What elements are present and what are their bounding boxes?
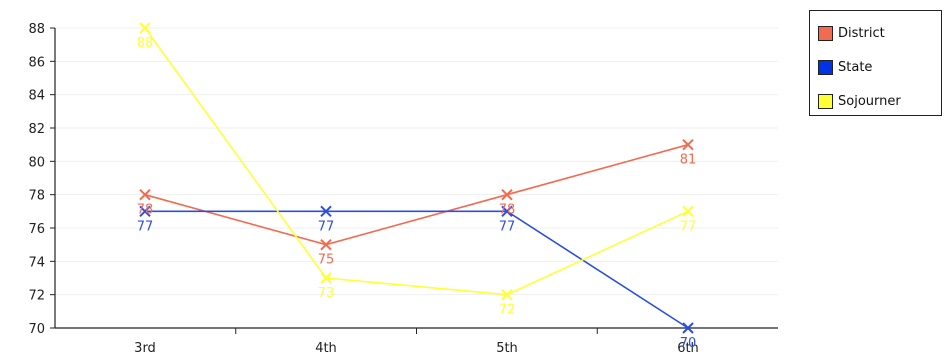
data-point-district xyxy=(139,188,151,201)
series-sojourner xyxy=(139,22,694,301)
data-point-district xyxy=(682,138,694,151)
x-tick-label: 3rd xyxy=(134,341,156,356)
data-label-sojourner: 73 xyxy=(318,286,335,301)
legend-label-state: State xyxy=(838,59,873,75)
data-label-state: 70 xyxy=(680,336,697,351)
data-point-district xyxy=(320,238,332,251)
axes: 70 72 74 76 78 80 82 84 86 88 3rd 4th 5th 6th xyxy=(28,22,778,356)
y-tick-label: 82 xyxy=(28,122,45,137)
data-label-state: 77 xyxy=(318,219,335,234)
series-state xyxy=(139,205,694,334)
data-point-state xyxy=(139,205,151,218)
y-tick-label: 80 xyxy=(28,155,45,170)
x-tick-label: 4th xyxy=(315,341,337,356)
data-label-district: 81 xyxy=(680,153,697,168)
y-tick-label: 72 xyxy=(28,289,45,304)
data-point-sojourner xyxy=(682,205,694,218)
legend: District State Sojourner xyxy=(809,10,942,116)
series-line-state xyxy=(145,210,689,329)
data-label-district: 75 xyxy=(318,253,335,268)
y-tick-label: 70 xyxy=(28,322,45,337)
x-tick-label: 6th xyxy=(677,341,699,356)
y-tick-label: 76 xyxy=(28,222,45,237)
data-point-state xyxy=(501,205,513,218)
legend-label-district: District xyxy=(838,25,885,41)
x-tick-label: 5th xyxy=(496,341,518,356)
y-tick-label: 74 xyxy=(28,255,45,270)
y-tick-label: 86 xyxy=(28,55,45,70)
series-line-district xyxy=(144,143,689,246)
legend-swatch-state xyxy=(818,59,833,75)
data-point-sojourner xyxy=(501,288,513,301)
legend-swatch-district xyxy=(818,25,833,41)
legend-item-district: District xyxy=(818,23,885,43)
data-point-sojourner xyxy=(139,22,151,34)
data-point-district xyxy=(501,188,513,201)
grid-lines xyxy=(55,27,778,296)
data-label-state: 77 xyxy=(499,219,516,234)
data-label-sojourner: 77 xyxy=(680,219,697,234)
series-district xyxy=(139,138,694,251)
legend-item-state: State xyxy=(818,57,872,77)
legend-label-sojourner: Sojourner xyxy=(838,93,901,109)
data-label-district: 78 xyxy=(499,203,516,218)
data-label-district: 78 xyxy=(137,203,154,218)
data-point-state xyxy=(320,205,332,218)
y-tick-label: 78 xyxy=(28,189,45,204)
series-lines xyxy=(139,22,694,334)
legend-item-sojourner: Sojourner xyxy=(818,91,901,111)
data-label-state: 77 xyxy=(137,219,154,234)
data-label-sojourner: 72 xyxy=(499,303,516,318)
y-tick-label: 84 xyxy=(28,89,45,104)
data-point-state xyxy=(682,322,694,334)
data-labels: 78 75 78 81 77 77 77 70 88 73 72 77 xyxy=(137,36,697,351)
legend-swatch-sojourner xyxy=(818,93,833,109)
y-tick-label: 88 xyxy=(28,22,45,37)
series-line-sojourner xyxy=(144,27,689,296)
data-point-sojourner xyxy=(320,272,332,284)
data-label-sojourner: 88 xyxy=(137,36,154,51)
